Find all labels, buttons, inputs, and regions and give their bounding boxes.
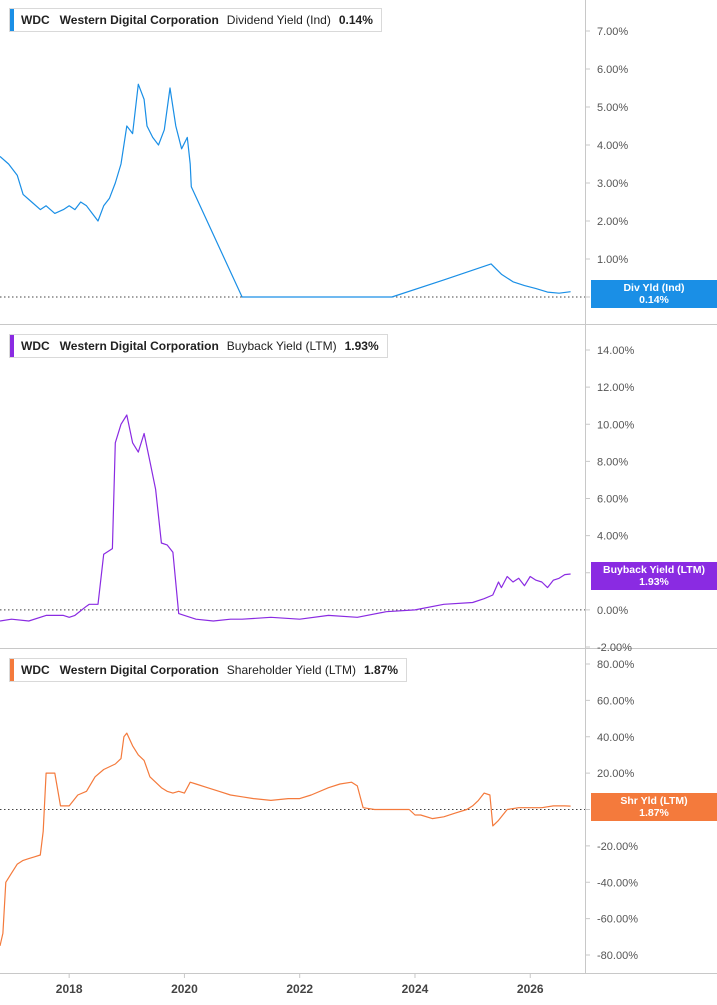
legend-metric: Dividend Yield (Ind)	[226, 13, 331, 27]
legend-swatch	[10, 9, 14, 31]
legend-ticker: WDC	[21, 13, 50, 27]
legend-value: 1.87%	[363, 663, 398, 677]
badge-title: Buyback Yield (LTM)	[603, 564, 705, 576]
legend-metric: Shareholder Yield (LTM)	[226, 663, 356, 677]
y-tick-label: 4.00%	[597, 531, 628, 543]
y-tick-label: 14.00%	[597, 345, 635, 357]
legend-ticker: WDC	[21, 339, 50, 353]
y-tick-label: 12.00%	[597, 382, 635, 394]
x-tick-label: 2022	[286, 982, 313, 996]
y-tick-label: 6.00%	[597, 494, 628, 506]
y-tick-label: -80.00%	[597, 950, 638, 962]
legend-shareholder-yield: WDC Western Digital Corporation Sharehol…	[9, 658, 407, 682]
badge-title: Shr Yld (LTM)	[620, 795, 688, 807]
y-tick-label: 6.00%	[597, 64, 628, 76]
dividend-yield-line	[0, 83, 571, 298]
y-tick-label: 80.00%	[597, 659, 635, 671]
legend-company: Western Digital Corporation	[59, 13, 219, 27]
legend-metric: Buyback Yield (LTM)	[226, 339, 337, 353]
badge-value: 1.87%	[639, 807, 669, 819]
badge-title: Div Yld (Ind)	[623, 282, 685, 294]
x-tick-label: 2026	[517, 982, 544, 996]
badge-buyback-yield: Buyback Yield (LTM) 1.93%	[591, 562, 717, 590]
legend-company: Western Digital Corporation	[59, 339, 219, 353]
legend-swatch	[10, 335, 14, 357]
legend-buyback-yield: WDC Western Digital Corporation Buyback …	[9, 334, 388, 358]
y-tick-label: 20.00%	[597, 768, 635, 780]
y-tick-label: 2.00%	[597, 216, 628, 228]
x-tick-label: 2018	[56, 982, 83, 996]
legend-swatch	[10, 659, 14, 681]
y-tick-label: 40.00%	[597, 732, 635, 744]
badge-value: 0.14%	[639, 294, 669, 306]
y-tick-label: -60.00%	[597, 914, 638, 926]
y-tick-label: 8.00%	[597, 456, 628, 468]
y-tick-label: 3.00%	[597, 178, 628, 190]
y-tick-label: 0.00%	[597, 605, 628, 617]
y-tick-label: 5.00%	[597, 102, 628, 114]
y-tick-label: 1.00%	[597, 254, 628, 266]
y-tick-label: 4.00%	[597, 140, 628, 152]
buyback-yield-line	[0, 414, 571, 622]
badge-dividend-yield: Div Yld (Ind) 0.14%	[591, 280, 717, 308]
y-tick-label: -40.00%	[597, 877, 638, 889]
badge-value: 1.93%	[639, 576, 669, 588]
legend-company: Western Digital Corporation	[59, 663, 219, 677]
x-tick-label: 2020	[171, 982, 198, 996]
y-tick-label: 60.00%	[597, 695, 635, 707]
legend-value: 0.14%	[338, 13, 373, 27]
legend-value: 1.93%	[344, 339, 379, 353]
badge-shareholder-yield: Shr Yld (LTM) 1.87%	[591, 793, 717, 821]
y-tick-label: -20.00%	[597, 841, 638, 853]
y-tick-label: 7.00%	[597, 26, 628, 38]
y-tick-label: -2.00%	[597, 642, 632, 654]
y-tick-label: 10.00%	[597, 419, 635, 431]
x-tick-label: 2024	[402, 982, 429, 996]
legend-ticker: WDC	[21, 663, 50, 677]
legend-dividend-yield: WDC Western Digital Corporation Dividend…	[9, 8, 382, 32]
shareholder-yield-line	[0, 732, 571, 947]
